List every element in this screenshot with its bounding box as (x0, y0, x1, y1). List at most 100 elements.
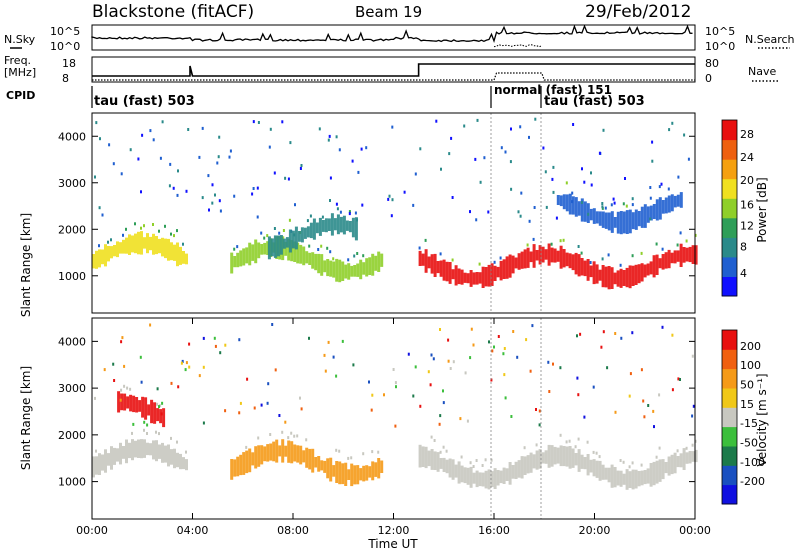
echo-speckle (198, 374, 201, 378)
echo-speckle (512, 330, 515, 333)
echo-mark (146, 233, 149, 254)
echo-mark (553, 248, 557, 263)
echo-mark (320, 254, 324, 276)
echo-mark (276, 235, 280, 257)
echo-speckle (95, 121, 98, 125)
power-panel-frame (91, 112, 696, 314)
echo-speckle (528, 135, 530, 139)
echo-speckle (649, 217, 652, 221)
echo-mark (125, 237, 128, 254)
noise-right-label: N.Search (745, 33, 795, 46)
echo-speckle (252, 120, 255, 124)
echo-mark (562, 194, 566, 210)
echo-mark (649, 205, 653, 221)
power-echo-marks (92, 117, 698, 290)
echo-mark (580, 198, 584, 222)
echo-speckle (146, 423, 149, 427)
beam-label: Beam 19 (355, 3, 422, 21)
echo-speckle (619, 459, 622, 462)
echo-speckle (395, 385, 397, 389)
echo-speckle (177, 169, 179, 173)
echo-mark (556, 250, 560, 262)
echo-mark (688, 451, 692, 464)
echo-speckle (587, 212, 590, 216)
echo-mark (577, 254, 581, 277)
echo-mark (523, 456, 527, 475)
colorbar-frame (721, 119, 738, 297)
echo-speckle (218, 199, 221, 203)
echo-mark (571, 254, 575, 271)
echo-speckle (300, 164, 303, 167)
echo-speckle (552, 165, 555, 169)
echo-mark (131, 439, 134, 461)
echo-mark (182, 457, 185, 470)
echo-speckle (685, 239, 688, 243)
echo-mark (185, 253, 188, 265)
echo-mark (320, 460, 324, 471)
echo-mark (547, 444, 551, 468)
echo-speckle (412, 203, 415, 207)
echo-speckle (317, 248, 320, 251)
echo-mark (288, 229, 292, 253)
echo-speckle (433, 439, 436, 442)
echo-speckle (357, 170, 360, 174)
echo-mark (98, 453, 101, 475)
echo-mark (270, 238, 274, 257)
echo-speckle (602, 128, 605, 132)
y-tick-label: 3000 (58, 382, 86, 395)
echo-mark (380, 460, 384, 473)
echo-speckle (414, 365, 417, 369)
echo-speckle (201, 126, 204, 130)
echo-mark (427, 256, 431, 269)
echo-mark (499, 470, 503, 484)
echo-speckle (576, 334, 578, 338)
echo-mark (625, 469, 629, 490)
echo-speckle (236, 245, 239, 249)
echo-mark (619, 470, 623, 487)
echo-speckle (170, 381, 173, 385)
echo-mark (529, 452, 533, 473)
echo-mark (529, 251, 533, 263)
echo-mark (362, 262, 366, 275)
echo-mark (119, 242, 122, 254)
echo-speckle (112, 162, 115, 166)
echo-speckle (542, 146, 545, 150)
echo-speckle (419, 147, 422, 151)
echo-speckle (466, 419, 469, 423)
colorbar-swatch (722, 446, 737, 466)
echo-speckle (552, 362, 554, 366)
echo-speckle (452, 360, 455, 364)
echo-speckle (300, 407, 303, 411)
freq-label-line2: [MHz] (4, 66, 36, 79)
echo-speckle (233, 194, 236, 198)
sky-noise-trace (91, 24, 693, 43)
echo-mark (484, 470, 488, 489)
echo-speckle (216, 161, 219, 165)
echo-mark (589, 459, 593, 473)
echo-mark (368, 466, 372, 478)
echo-mark (661, 459, 665, 480)
echo-mark (359, 468, 363, 481)
echo-speckle (493, 260, 496, 264)
echo-mark (430, 254, 434, 274)
echo-mark (604, 266, 608, 288)
echo-mark (490, 471, 494, 488)
echo-speckle (438, 422, 441, 426)
echo-speckle (691, 443, 694, 447)
echo-mark (634, 469, 638, 489)
velocity-y-ticks: 1000 2000 3000 4000 (58, 335, 695, 489)
echo-mark (282, 238, 286, 249)
echo-mark (628, 209, 632, 234)
echo-speckle (335, 448, 338, 452)
echo-mark (362, 465, 366, 482)
echo-mark (655, 199, 659, 221)
echo-speckle (95, 449, 97, 453)
colorbar-swatch (722, 139, 737, 160)
echo-speckle (274, 368, 277, 372)
echo-speckle (356, 218, 358, 222)
echo-mark (365, 258, 369, 277)
echo-speckle (296, 434, 299, 438)
echo-speckle (679, 378, 681, 381)
colorbar-tick-label: -15 (740, 417, 758, 430)
colorbar-tick-label: 200 (740, 340, 761, 353)
